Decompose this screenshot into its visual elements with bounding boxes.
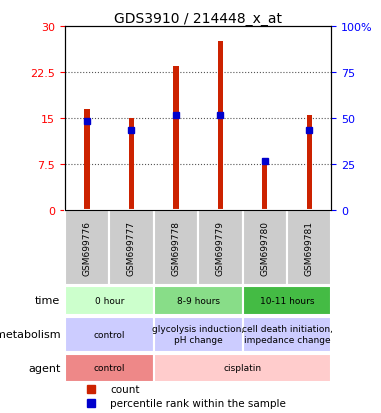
Title: GDS3910 / 214448_x_at: GDS3910 / 214448_x_at: [114, 12, 282, 26]
Text: cell death initiation,
impedance change: cell death initiation, impedance change: [242, 325, 333, 344]
Bar: [243, 211, 287, 286]
Bar: [65, 287, 154, 315]
Text: control: control: [93, 330, 125, 339]
Bar: [243, 317, 331, 352]
Bar: [109, 211, 154, 286]
Text: cisplatin: cisplatin: [224, 363, 262, 373]
Text: time: time: [35, 296, 60, 306]
Bar: [65, 317, 154, 352]
Text: GSM699778: GSM699778: [171, 221, 180, 276]
Bar: [262, 159, 267, 211]
Bar: [287, 211, 331, 286]
Text: GSM699781: GSM699781: [305, 221, 314, 276]
Bar: [173, 67, 179, 211]
Text: 0 hour: 0 hour: [94, 296, 124, 305]
Bar: [218, 42, 223, 211]
Bar: [154, 211, 198, 286]
Bar: [198, 211, 243, 286]
Text: GSM699779: GSM699779: [216, 221, 225, 276]
Text: GSM699777: GSM699777: [127, 221, 136, 276]
Text: GSM699776: GSM699776: [83, 221, 91, 276]
Text: 8-9 hours: 8-9 hours: [177, 296, 219, 305]
Text: agent: agent: [28, 363, 60, 373]
Bar: [65, 211, 109, 286]
Text: percentile rank within the sample: percentile rank within the sample: [110, 398, 286, 408]
Bar: [307, 116, 312, 211]
Text: metabolism: metabolism: [0, 330, 60, 339]
Text: GSM699780: GSM699780: [260, 221, 269, 276]
Bar: [84, 110, 90, 211]
Bar: [154, 317, 243, 352]
Bar: [65, 354, 154, 382]
Bar: [243, 287, 331, 315]
Text: count: count: [110, 384, 139, 394]
Text: glycolysis induction,
pH change: glycolysis induction, pH change: [152, 325, 244, 344]
Bar: [129, 119, 134, 211]
Text: control: control: [93, 363, 125, 373]
Bar: [154, 354, 331, 382]
Bar: [154, 287, 243, 315]
Text: 10-11 hours: 10-11 hours: [260, 296, 314, 305]
